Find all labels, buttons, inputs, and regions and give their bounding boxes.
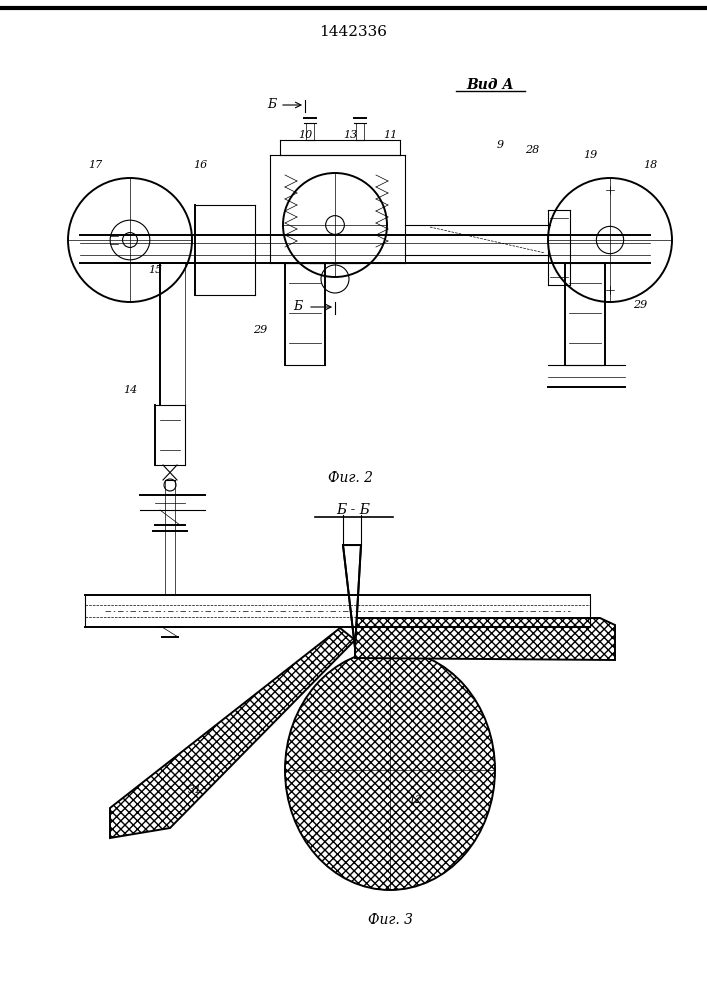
Text: 1442336: 1442336: [319, 25, 387, 39]
Text: 13: 13: [343, 130, 357, 140]
Text: Вид А: Вид А: [466, 78, 514, 92]
Text: 16: 16: [193, 160, 207, 170]
Text: Фиг. 3: Фиг. 3: [368, 913, 412, 927]
Text: Б: Б: [293, 300, 303, 314]
Text: 12: 12: [408, 795, 422, 805]
Polygon shape: [110, 628, 355, 838]
Text: 28: 28: [525, 145, 539, 155]
Text: Б - Б: Б - Б: [336, 503, 370, 517]
Text: 9: 9: [496, 140, 503, 150]
Text: 18: 18: [643, 160, 657, 170]
Text: 29: 29: [253, 325, 267, 335]
Text: Б: Б: [267, 99, 276, 111]
Polygon shape: [355, 618, 615, 660]
Text: 17: 17: [88, 160, 102, 170]
Text: 19: 19: [583, 150, 597, 160]
Text: 15: 15: [148, 265, 162, 275]
Text: 31: 31: [188, 785, 202, 795]
Polygon shape: [343, 545, 361, 648]
Text: 10: 10: [298, 130, 312, 140]
Text: 29: 29: [633, 300, 647, 310]
Text: 11: 11: [383, 130, 397, 140]
Ellipse shape: [285, 650, 495, 890]
Text: Фиг. 2: Фиг. 2: [327, 471, 373, 485]
Text: 14: 14: [123, 385, 137, 395]
